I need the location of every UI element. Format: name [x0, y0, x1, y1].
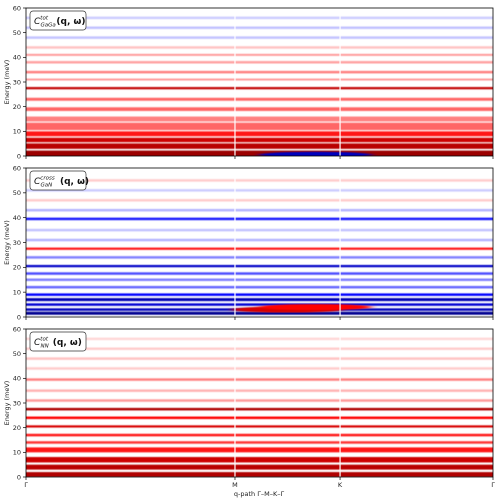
intensity-feature-1 — [259, 151, 372, 156]
intensity-band-4 — [26, 298, 493, 302]
intensity-band-13 — [26, 53, 493, 56]
y-tick-label: 50 — [13, 29, 21, 37]
intensity-band-14 — [26, 46, 493, 49]
x-tick-label: Γ — [491, 481, 495, 489]
intensity-band-3 — [26, 137, 493, 143]
intensity-band-15 — [26, 347, 493, 350]
intensity-band-14 — [26, 217, 493, 221]
intensity-band-7 — [26, 278, 493, 281]
intensity-band-18 — [26, 179, 493, 182]
intensity-band-11 — [26, 389, 493, 392]
intensity-bands — [26, 16, 493, 156]
intensity-band-3 — [26, 457, 493, 463]
y-tick-label: 60 — [13, 325, 21, 333]
intensity-feature-2 — [259, 304, 372, 311]
intensity-band-8 — [26, 97, 493, 101]
panel-label-box — [29, 170, 87, 191]
y-tick-label: 10 — [13, 288, 21, 296]
intensity-band-16 — [26, 26, 493, 29]
intensity-band-17 — [26, 16, 493, 20]
intensity-band-9 — [26, 264, 493, 268]
intensity-band-4 — [26, 447, 493, 453]
x-axis-label: q-path Γ–M–K–Γ — [234, 490, 285, 498]
intensity-band-16 — [26, 337, 493, 341]
intensity-band-16 — [26, 199, 493, 202]
plot-background — [26, 329, 493, 477]
intensity-band-12 — [26, 61, 493, 64]
y-tick-label: 60 — [13, 4, 21, 12]
x-tick-label: K — [338, 481, 343, 489]
intensity-band-9 — [26, 407, 493, 411]
intensity-band-1 — [26, 472, 493, 477]
intensity-band-6 — [26, 433, 493, 437]
y-tick-label: 10 — [13, 128, 21, 136]
y-tick-label: 0 — [17, 473, 21, 481]
y-tick-label: 30 — [13, 78, 21, 86]
panel-label-text: Ctot NN (q, ω) — [34, 337, 82, 350]
y-axis-label: Energy (meV) — [3, 381, 11, 426]
intensity-band-5 — [26, 293, 493, 296]
panel-label: Ccross GaN (q, ω) — [29, 170, 89, 191]
heatmap-panel-1: 0 10 20 30 40 50 60 Energy (meV) Ctot GaGa(q, ω) — [3, 4, 494, 160]
heatmap-panel-2: 0 10 20 30 40 50 60 Energy (meV) Ccross GaN (q, ω) — [3, 164, 494, 321]
y-tick-label: 40 — [13, 214, 21, 222]
y-tick-label: 30 — [13, 239, 21, 247]
intensity-band-1 — [26, 311, 493, 315]
x-tick-label: M — [232, 481, 238, 489]
intensity-band-6 — [26, 116, 493, 122]
y-tick-label: 20 — [13, 103, 21, 111]
y-tick-label: 0 — [17, 313, 21, 321]
intensity-band-13 — [26, 228, 493, 232]
intensity-band-14 — [26, 357, 493, 360]
y-tick-label: 50 — [13, 350, 21, 358]
intensity-band-11 — [26, 247, 493, 250]
y-tick-label: 20 — [13, 264, 21, 272]
intensity-band-12 — [26, 378, 493, 381]
intensity-band-11 — [26, 70, 493, 74]
y-tick-label: 40 — [13, 375, 21, 383]
intensity-band-2 — [26, 464, 493, 470]
intensity-band-10 — [26, 78, 493, 81]
intensity-band-13 — [26, 367, 493, 370]
heatmap-panel-3: 0 10 20 30 40 50 60 Γ M K Γ Energy (meV) Ctot NN (q, ω… — [3, 325, 495, 489]
panel-label-text: Ctot GaGa(q, ω) — [34, 16, 85, 29]
intensity-band-7 — [26, 425, 493, 428]
intensity-band-10 — [26, 399, 493, 402]
intensity-band-15 — [26, 208, 493, 212]
y-tick-label: 20 — [13, 424, 21, 432]
intensity-band-8 — [26, 272, 493, 275]
y-tick-label: 60 — [13, 164, 21, 172]
panel-label-box — [29, 331, 87, 352]
panel-label-box — [29, 10, 87, 31]
intensity-band-8 — [26, 416, 493, 420]
intensity-bands — [26, 337, 493, 477]
intensity-band-17 — [26, 189, 493, 192]
intensity-band-2 — [26, 143, 493, 149]
intensity-band-1 — [26, 150, 493, 156]
intensity-band-12 — [26, 238, 493, 242]
y-tick-label: 10 — [13, 449, 21, 457]
y-axis-label: Energy (meV) — [3, 60, 11, 105]
intensity-band-5 — [26, 441, 493, 444]
intensity-band-5 — [26, 122, 493, 131]
y-tick-label: 30 — [13, 399, 21, 407]
y-axis-label: Energy (meV) — [3, 220, 11, 265]
intensity-band-9 — [26, 87, 493, 90]
intensity-band-6 — [26, 285, 493, 289]
x-tick-label: Γ — [24, 481, 28, 489]
intensity-band-7 — [26, 107, 493, 111]
y-tick-label: 50 — [13, 189, 21, 197]
plot-background — [26, 168, 493, 317]
intensity-band-10 — [26, 256, 493, 259]
panel-label: Ctot NN (q, ω) — [29, 331, 87, 352]
intensity-band-4 — [26, 131, 493, 137]
y-tick-label: 40 — [13, 54, 21, 62]
intensity-band-3 — [26, 303, 493, 306]
panel-label-text: Ccross GaN (q, ω) — [34, 176, 89, 189]
intensity-band-15 — [26, 36, 493, 39]
panel-label: Ctot GaGa(q, ω) — [29, 10, 87, 31]
y-tick-label: 0 — [17, 152, 21, 160]
